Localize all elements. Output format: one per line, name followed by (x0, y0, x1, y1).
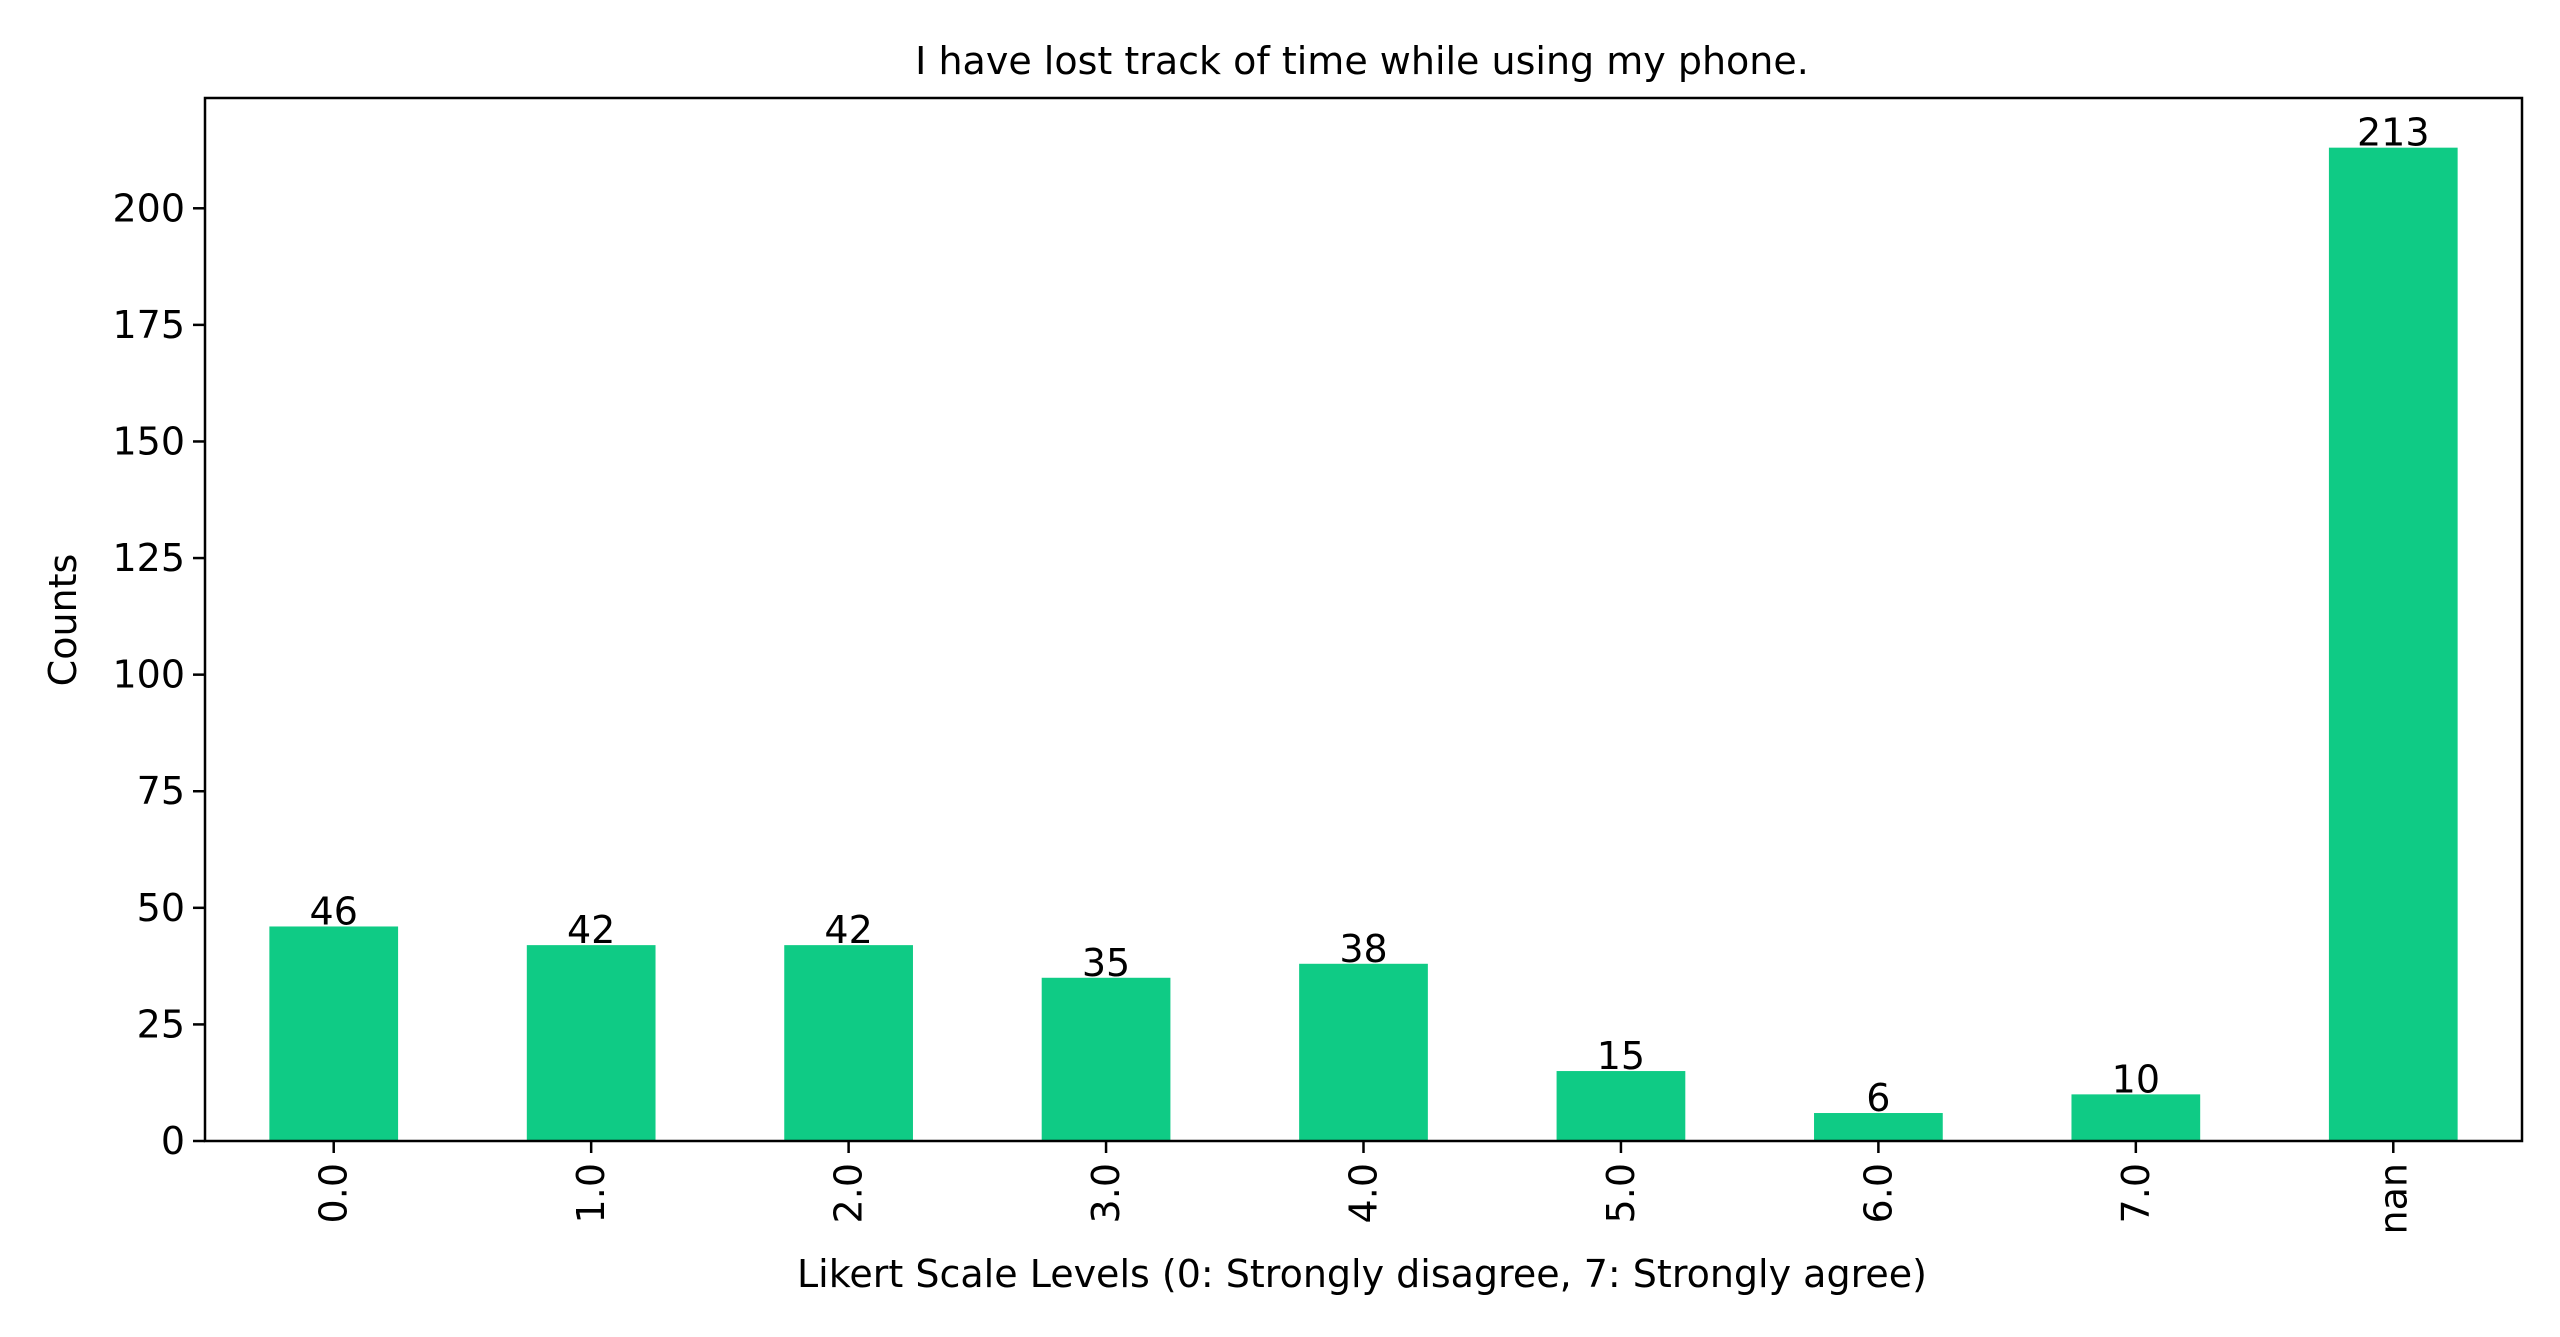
x-tick-label: 0.0 (312, 1163, 356, 1223)
data-label-5.0: 15 (1597, 1034, 1645, 1078)
bar-1.0 (526, 945, 656, 1141)
y-tick-label: 150 (112, 419, 185, 463)
bar-0.0 (269, 926, 399, 1141)
data-labels-layer: 46 42 42 35 38 15 6 10 213 (310, 111, 2430, 1120)
x-tick-label: nan (2371, 1163, 2415, 1234)
data-label-7.0: 10 (2112, 1057, 2160, 1101)
data-label-0.0: 46 (310, 889, 358, 933)
data-label-1.0: 42 (567, 908, 615, 952)
x-tick-label: 2.0 (827, 1163, 871, 1223)
y-tick-label: 75 (137, 769, 185, 813)
data-label-6.0: 6 (1866, 1076, 1890, 1120)
bar-6.0 (1814, 1113, 1943, 1141)
x-tick-label: 3.0 (1084, 1163, 1128, 1223)
x-tick-label: 7.0 (2114, 1163, 2158, 1223)
y-tick-label: 50 (137, 886, 185, 930)
y-tick-label: 125 (112, 536, 185, 580)
bar-7.0 (2071, 1094, 2201, 1141)
x-tick-label: 1.0 (569, 1163, 613, 1223)
x-tick-label: 6.0 (1856, 1163, 1900, 1223)
chart-title: I have lost track of time while using my… (915, 39, 1809, 83)
y-tick-label: 175 (112, 303, 185, 347)
bar-2.0 (784, 945, 913, 1141)
data-label-nan: 213 (2357, 111, 2430, 155)
bars-layer (269, 147, 2458, 1141)
x-tick-label: 4.0 (1342, 1163, 1386, 1223)
data-label-3.0: 35 (1082, 941, 1130, 985)
y-axis-label: Counts (41, 554, 85, 687)
data-label-2.0: 42 (824, 908, 872, 952)
data-label-4.0: 38 (1339, 927, 1387, 971)
bar-5.0 (1556, 1071, 1686, 1141)
bar-nan (2328, 147, 2458, 1141)
x-axis-ticks: 0.0 1.0 2.0 3.0 4.0 5.0 6.0 7.0 nan (312, 1141, 2415, 1234)
y-tick-label: 100 (112, 653, 185, 697)
bar-3.0 (1041, 977, 1171, 1141)
y-tick-label: 0 (161, 1119, 185, 1163)
bar-4.0 (1299, 963, 1428, 1141)
x-axis-label: Likert Scale Levels (0: Strongly disagre… (797, 1252, 1927, 1296)
y-tick-label: 25 (137, 1002, 185, 1046)
plot-frame (203, 96, 2524, 1143)
y-tick-label: 200 (112, 186, 185, 230)
y-axis-ticks: 0 25 50 75 100 125 150 175 200 (112, 186, 205, 1163)
x-tick-label: 5.0 (1599, 1163, 1643, 1223)
